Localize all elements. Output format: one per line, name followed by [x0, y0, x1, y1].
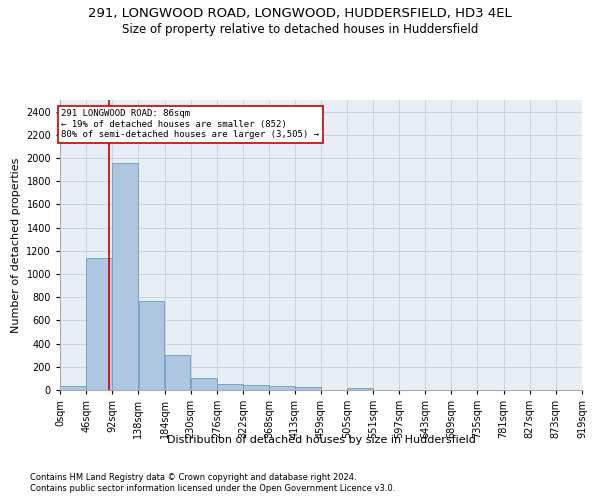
Text: Size of property relative to detached houses in Huddersfield: Size of property relative to detached ho… [122, 22, 478, 36]
Bar [164, 355, 190, 390]
Text: 291 LONGWOOD ROAD: 86sqm
← 19% of detached houses are smaller (852)
80% of semi-: 291 LONGWOOD ROAD: 86sqm ← 19% of detach… [61, 110, 319, 139]
Bar [243, 385, 269, 390]
Y-axis label: Number of detached properties: Number of detached properties [11, 158, 20, 332]
Bar [295, 387, 320, 390]
Bar [139, 300, 164, 390]
Bar [60, 386, 86, 390]
Text: Distribution of detached houses by size in Huddersfield: Distribution of detached houses by size … [167, 435, 475, 445]
Bar [347, 388, 373, 390]
Text: Contains HM Land Registry data © Crown copyright and database right 2024.: Contains HM Land Registry data © Crown c… [30, 472, 356, 482]
Text: 291, LONGWOOD ROAD, LONGWOOD, HUDDERSFIELD, HD3 4EL: 291, LONGWOOD ROAD, LONGWOOD, HUDDERSFIE… [88, 8, 512, 20]
Text: Contains public sector information licensed under the Open Government Licence v3: Contains public sector information licen… [30, 484, 395, 493]
Bar [269, 386, 295, 390]
Bar [191, 378, 217, 390]
Bar [86, 258, 112, 390]
Bar [217, 384, 243, 390]
Bar [112, 162, 138, 390]
